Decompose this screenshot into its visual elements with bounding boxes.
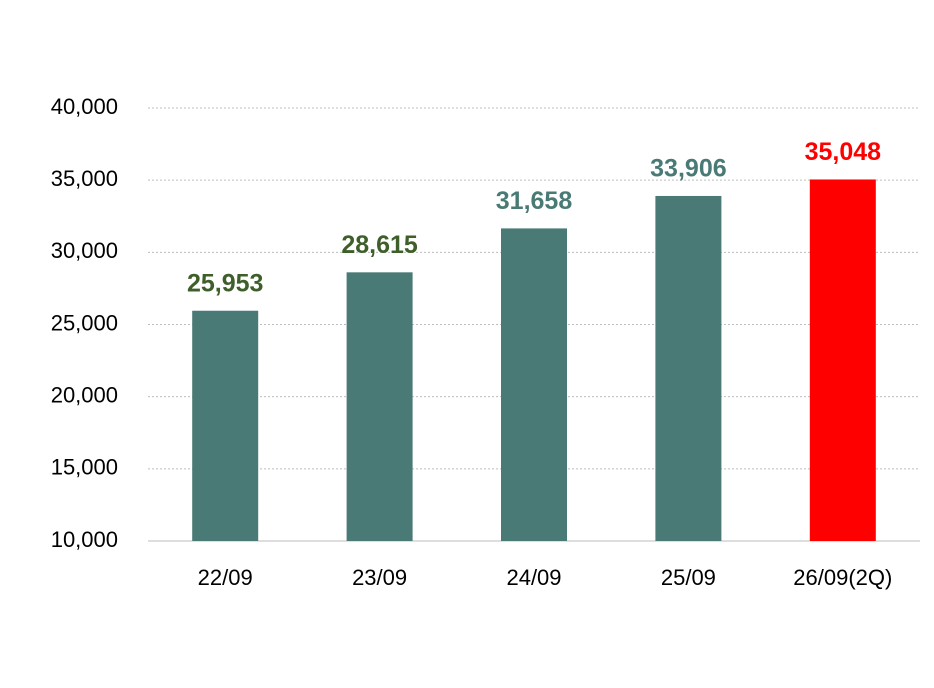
bar — [809, 179, 876, 541]
bar — [501, 228, 567, 541]
x-tick-label: 23/09 — [352, 565, 407, 590]
y-tick-label: 10,000 — [51, 527, 118, 552]
bar — [655, 195, 722, 541]
bar — [346, 272, 413, 541]
x-tick-label: 26/09(2Q) — [793, 565, 892, 590]
value-label: 33,906 — [650, 155, 726, 183]
y-tick-label: 25,000 — [51, 310, 118, 335]
value-label: 31,658 — [496, 187, 573, 215]
bar — [192, 310, 259, 541]
value-label: 35,048 — [805, 138, 882, 166]
y-tick-label: 15,000 — [51, 455, 118, 480]
x-tick-label: 22/09 — [198, 565, 253, 590]
x-tick-label: 25/09 — [661, 565, 716, 590]
y-tick-label: 20,000 — [51, 382, 118, 407]
x-tick-label: 24/09 — [506, 565, 561, 590]
value-label: 25,953 — [187, 269, 263, 297]
y-tick-label: 30,000 — [51, 238, 118, 263]
y-tick-label: 40,000 — [51, 94, 118, 119]
value-label: 28,615 — [341, 231, 418, 259]
y-tick-label: 35,000 — [51, 166, 118, 191]
